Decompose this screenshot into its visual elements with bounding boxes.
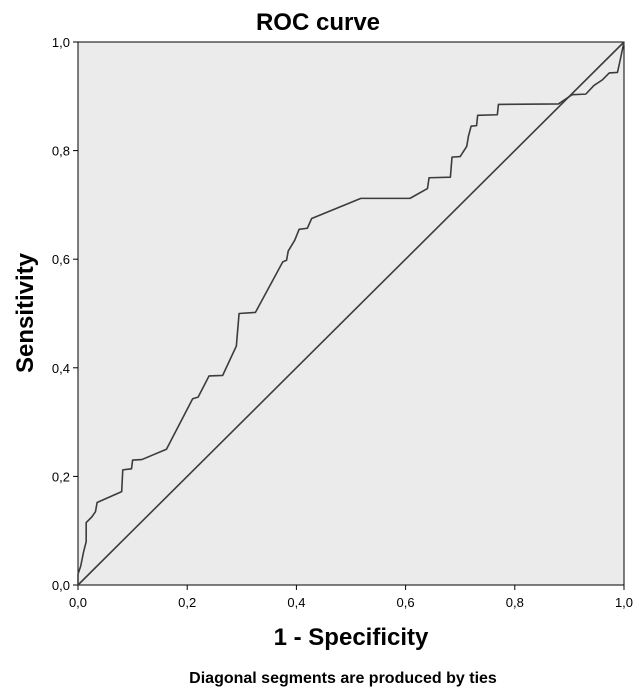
y-tick-label: 1,0 — [52, 35, 70, 50]
y-axis-title: Sensitivity — [12, 252, 39, 373]
roc-curve-line — [77, 41, 625, 585]
x-tick-label: 0,0 — [69, 595, 87, 610]
x-tick-label: 0,8 — [506, 595, 524, 610]
footnote: Diagonal segments are produced by ties — [189, 670, 497, 687]
x-tick-label: 0,2 — [178, 595, 196, 610]
axis-ticks — [73, 41, 625, 590]
chart-title: ROC curve — [256, 9, 380, 36]
y-tick-label: 0,4 — [52, 361, 70, 376]
y-tick-label: 0,8 — [52, 144, 70, 159]
x-tick-label: 0,6 — [397, 595, 415, 610]
x-tick-label: 0,4 — [287, 595, 305, 610]
reference-diagonal-line — [77, 41, 625, 586]
y-tick-label: 0,2 — [52, 469, 70, 484]
x-axis-title: 1 - Specificity — [274, 624, 429, 651]
chart-lines — [77, 41, 625, 586]
y-tick-label: 0,6 — [52, 252, 70, 267]
x-tick-label: 1,0 — [615, 595, 633, 610]
tick-labels: 0,0 0,2 0,4 0,6 0,8 1,0 0,0 0,2 0,4 0,6 0,8 1,0 — [52, 35, 633, 610]
y-tick-label: 0,0 — [52, 578, 70, 593]
